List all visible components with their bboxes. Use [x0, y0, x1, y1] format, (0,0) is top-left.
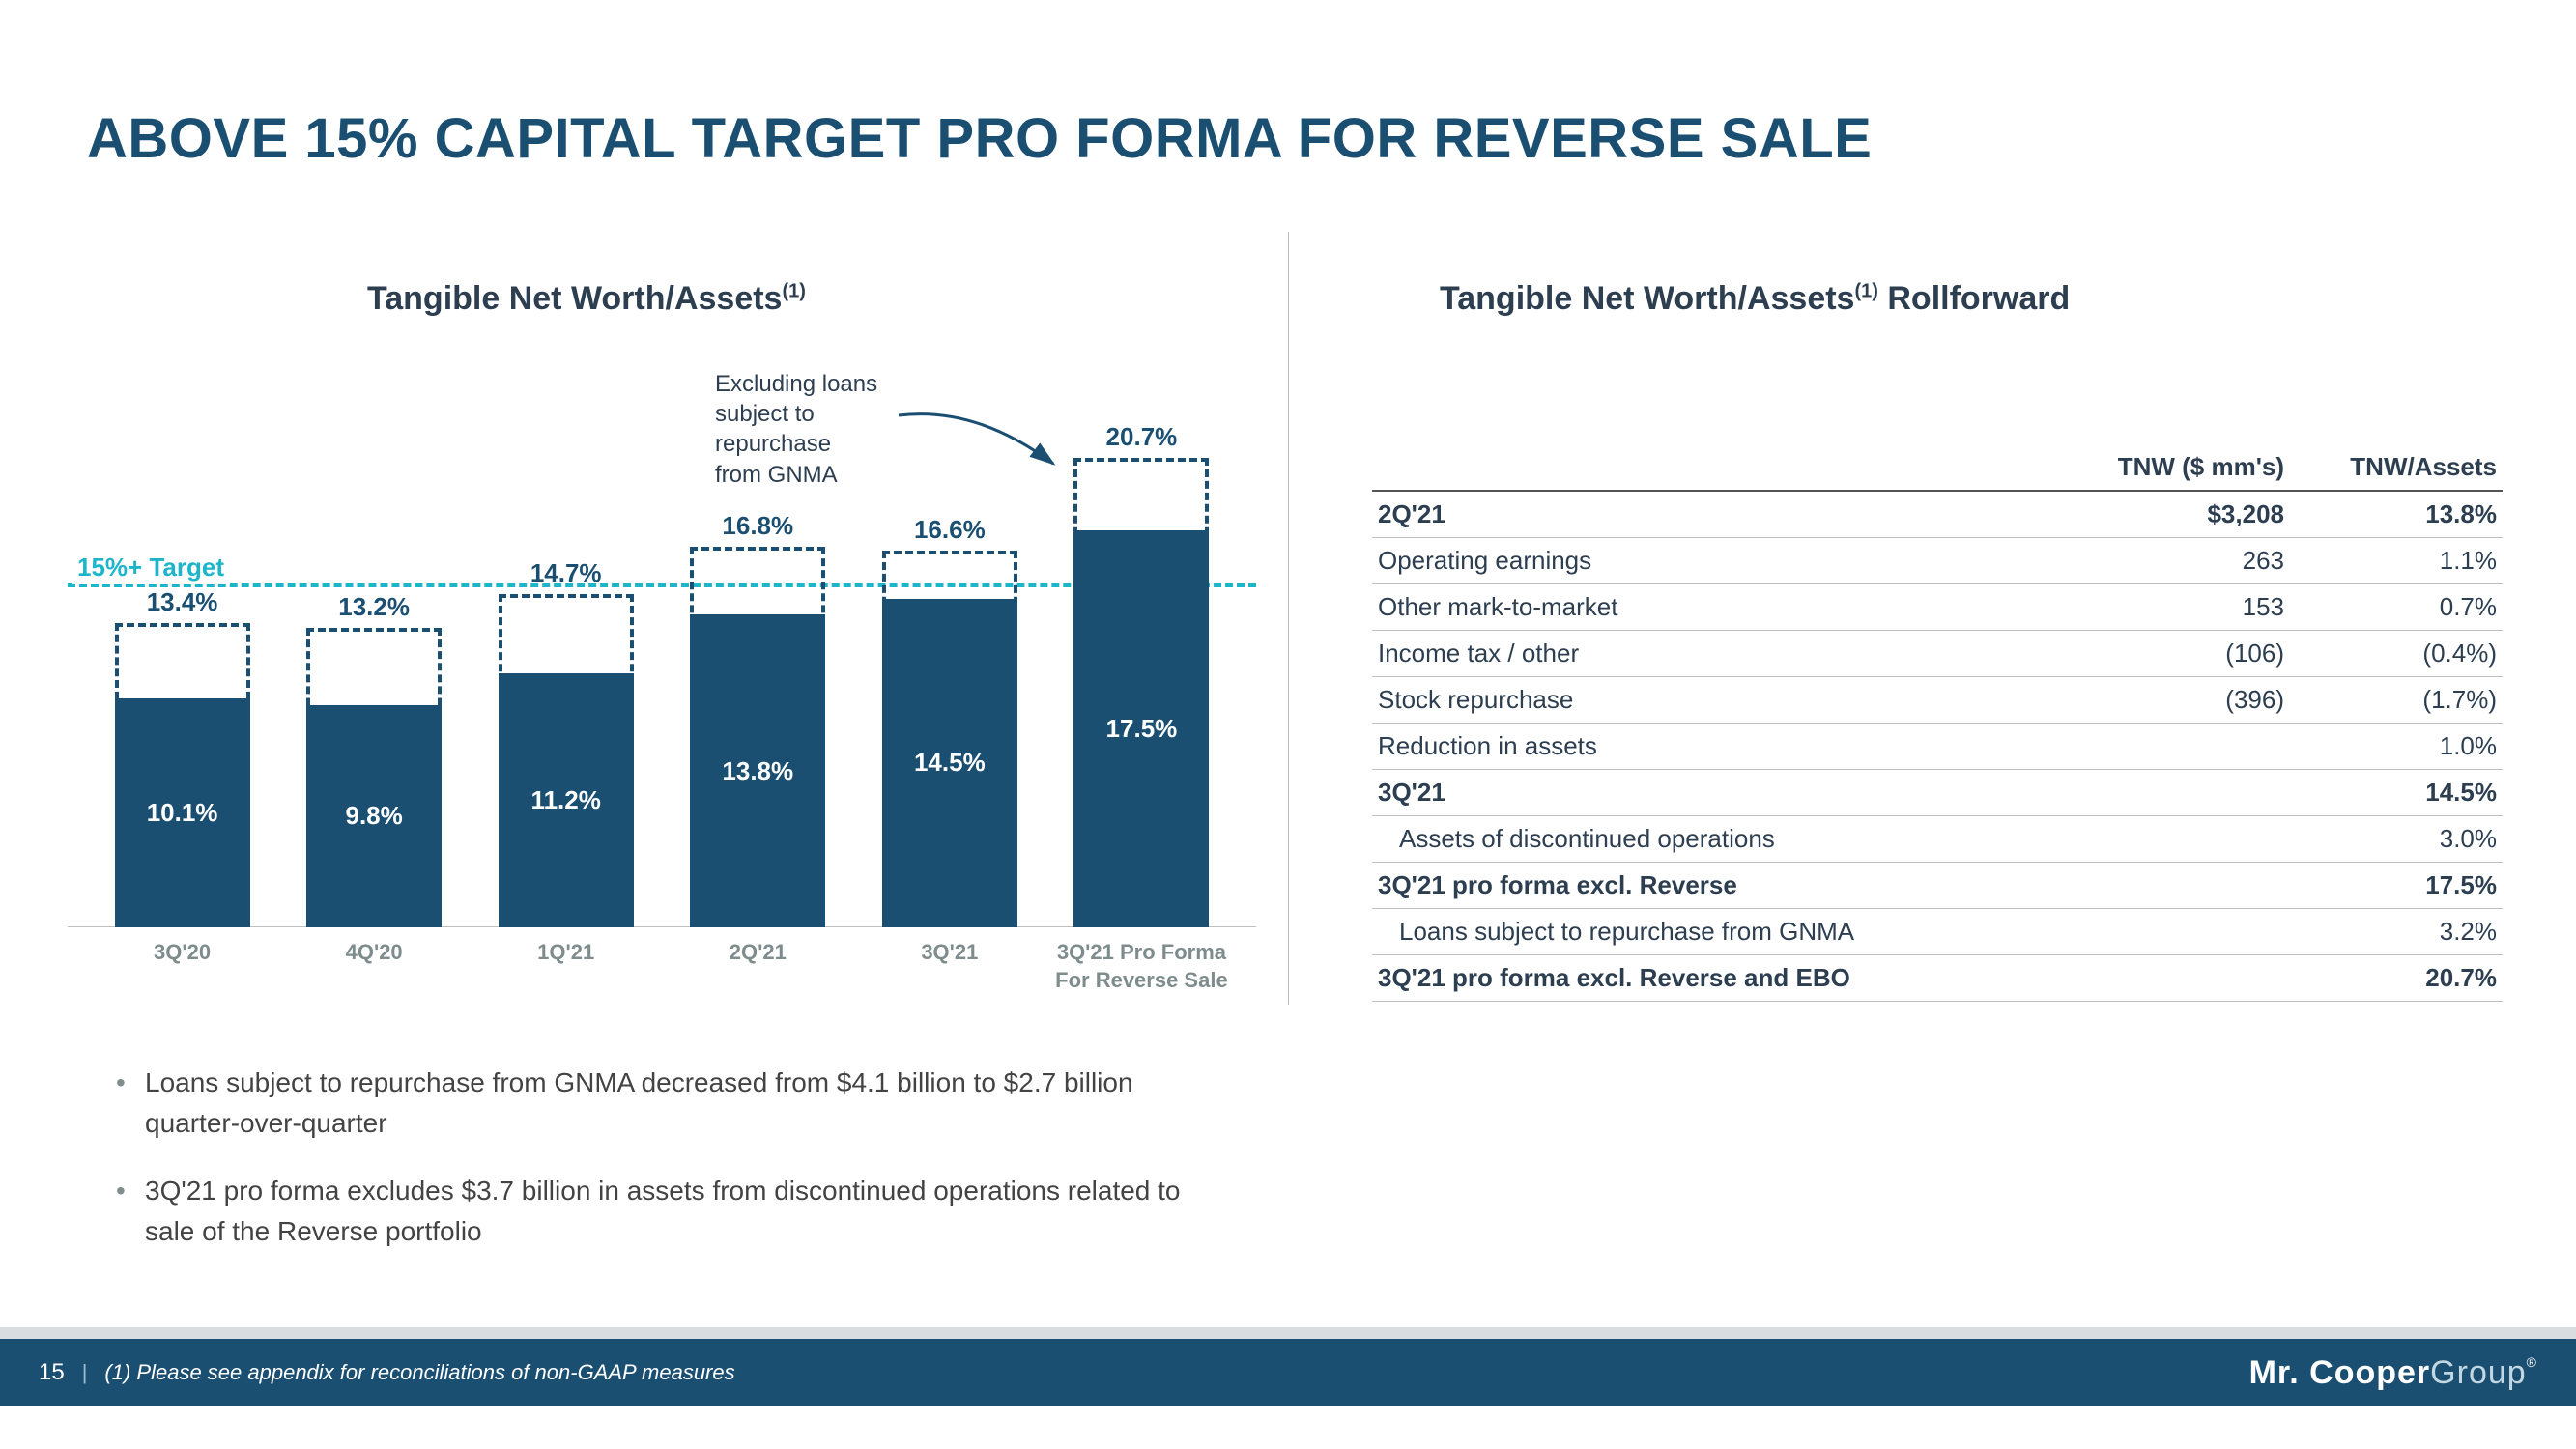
cell-label: 3Q'21: [1372, 770, 2058, 815]
chart-title-text: Tangible Net Worth/Assets: [367, 280, 782, 317]
cell-tnw: 263: [2058, 538, 2290, 583]
table-row: 3Q'21 pro forma excl. Reverse and EBO 20.…: [1372, 955, 2503, 1002]
x-axis-label: 2Q'21: [661, 939, 854, 967]
table-title-sup: (1): [1854, 281, 1877, 302]
table-row: Stock repurchase(396)(1.7%): [1372, 677, 2503, 724]
chart-title: Tangible Net Worth/Assets(1): [367, 280, 806, 318]
bar-dashed-label: 16.6%: [873, 515, 1027, 545]
bar-solid: 14.5%: [882, 599, 1017, 927]
cell-tnw: 153: [2058, 584, 2290, 630]
cell-tnw: $3,208: [2058, 492, 2290, 537]
x-axis-label: 3Q'21 Pro Forma For Reverse Sale: [1045, 939, 1238, 994]
bar-dashed-label: 16.8%: [680, 511, 835, 541]
th-tnw: TNW ($ mm's): [2058, 444, 2290, 490]
cell-ratio: 1.0%: [2290, 724, 2503, 769]
cell-tnw: (106): [2058, 631, 2290, 676]
bullet-list: Loans subject to repurchase from GNMA de…: [116, 1063, 1217, 1279]
cell-tnw: [2058, 924, 2290, 940]
cell-ratio: (0.4%): [2290, 631, 2503, 676]
footer-left: 15 | (1) Please see appendix for reconci…: [39, 1359, 735, 1386]
x-axis-label: 3Q'21: [853, 939, 1046, 967]
brand-logo: Mr. CooperGroup®: [2249, 1354, 2537, 1392]
cell-tnw: (396): [2058, 677, 2290, 723]
footer-note: (1) Please see appendix for reconciliati…: [104, 1360, 734, 1385]
bar-dashed-label: 20.7%: [1064, 422, 1218, 452]
chart-title-sup: (1): [782, 281, 805, 302]
footer-strip: [0, 1327, 2576, 1339]
cell-label: Income tax / other: [1372, 631, 2058, 676]
footer-bar: 15 | (1) Please see appendix for reconci…: [0, 1339, 2576, 1406]
bar-group: 10.1% 13.4%: [105, 406, 260, 927]
bar-group: 9.8% 13.2%: [297, 406, 451, 927]
table-row: Assets of discontinued operations 3.0%: [1372, 816, 2503, 863]
th-ratio: TNW/Assets: [2290, 444, 2503, 490]
slide-title: ABOVE 15% CAPITAL TARGET PRO FORMA FOR R…: [87, 106, 1872, 171]
cell-label: Stock repurchase: [1372, 677, 2058, 723]
rollforward-table: TNW ($ mm's) TNW/Assets 2Q'21$3,20813.8%…: [1372, 444, 2503, 1002]
table-row: Reduction in assets 1.0%: [1372, 724, 2503, 770]
bar-dashed-label: 13.2%: [297, 592, 451, 622]
panel-divider: [1288, 232, 1289, 1005]
x-axis-label: 1Q'21: [470, 939, 663, 967]
cell-ratio: 14.5%: [2290, 770, 2503, 815]
table-row: Income tax / other(106)(0.4%): [1372, 631, 2503, 677]
bar-solid: 17.5%: [1073, 530, 1209, 927]
bullet-item: 3Q'21 pro forma excludes $3.7 billion in…: [116, 1171, 1217, 1252]
cell-tnw: [2058, 739, 2290, 754]
target-label: 15%+ Target: [72, 551, 230, 584]
cell-label: Assets of discontinued operations: [1372, 816, 2058, 862]
cell-ratio: 20.7%: [2290, 955, 2503, 1001]
table-row: 3Q'21 14.5%: [1372, 770, 2503, 816]
cell-ratio: 17.5%: [2290, 863, 2503, 908]
x-axis-label: 4Q'20: [277, 939, 471, 967]
bar-chart: 3Q'204Q'201Q'212Q'213Q'213Q'21 Pro Forma…: [68, 406, 1256, 927]
bar-solid: 11.2%: [499, 673, 634, 927]
x-labels: 3Q'204Q'201Q'212Q'213Q'213Q'21 Pro Forma…: [68, 927, 1256, 995]
cell-label: Reduction in assets: [1372, 724, 2058, 769]
cell-ratio: 3.0%: [2290, 816, 2503, 862]
footer-sep: |: [82, 1360, 88, 1385]
table-row: 2Q'21$3,20813.8%: [1372, 492, 2503, 538]
cell-ratio: 0.7%: [2290, 584, 2503, 630]
th-blank: [1372, 444, 2058, 490]
bar-dashed-label: 13.4%: [105, 587, 260, 617]
table-row: Operating earnings2631.1%: [1372, 538, 2503, 584]
bar-group: 14.5% 16.6%: [873, 406, 1027, 927]
table-title: Tangible Net Worth/Assets(1) Rollforward: [1440, 280, 2070, 318]
cell-label: 2Q'21: [1372, 492, 2058, 537]
cell-label: Loans subject to repurchase from GNMA: [1372, 909, 2058, 954]
brand-bold: Mr. Cooper: [2249, 1354, 2431, 1391]
bullet-item: Loans subject to repurchase from GNMA de…: [116, 1063, 1217, 1144]
table-header: TNW ($ mm's) TNW/Assets: [1372, 444, 2503, 492]
brand-light: Group: [2430, 1354, 2527, 1391]
cell-tnw: [2058, 785, 2290, 801]
table-title-post: Rollforward: [1878, 280, 2070, 317]
x-axis-label: 3Q'20: [86, 939, 279, 967]
cell-ratio: 1.1%: [2290, 538, 2503, 583]
table-title-pre: Tangible Net Worth/Assets: [1440, 280, 1854, 317]
table-row: Other mark-to-market1530.7%: [1372, 584, 2503, 631]
bar-solid: 13.8%: [690, 614, 825, 927]
cell-label: Operating earnings: [1372, 538, 2058, 583]
table-row: Loans subject to repurchase from GNMA 3.2…: [1372, 909, 2503, 955]
bar-group: 17.5% 20.7%: [1064, 406, 1218, 927]
cell-ratio: 3.2%: [2290, 909, 2503, 954]
cell-tnw: [2058, 878, 2290, 894]
bar-group: 13.8% 16.8%: [680, 406, 835, 927]
cell-tnw: [2058, 832, 2290, 847]
cell-ratio: 13.8%: [2290, 492, 2503, 537]
cell-label: 3Q'21 pro forma excl. Reverse and EBO: [1372, 955, 2058, 1001]
cell-tnw: [2058, 971, 2290, 986]
cell-ratio: (1.7%): [2290, 677, 2503, 723]
cell-label: 3Q'21 pro forma excl. Reverse: [1372, 863, 2058, 908]
bar-group: 11.2% 14.7%: [489, 406, 644, 927]
bar-solid: 10.1%: [115, 698, 250, 927]
bar-dashed-label: 14.7%: [489, 558, 644, 588]
page-number: 15: [39, 1359, 65, 1386]
table-row: 3Q'21 pro forma excl. Reverse 17.5%: [1372, 863, 2503, 909]
bar-solid: 9.8%: [306, 705, 442, 927]
cell-label: Other mark-to-market: [1372, 584, 2058, 630]
